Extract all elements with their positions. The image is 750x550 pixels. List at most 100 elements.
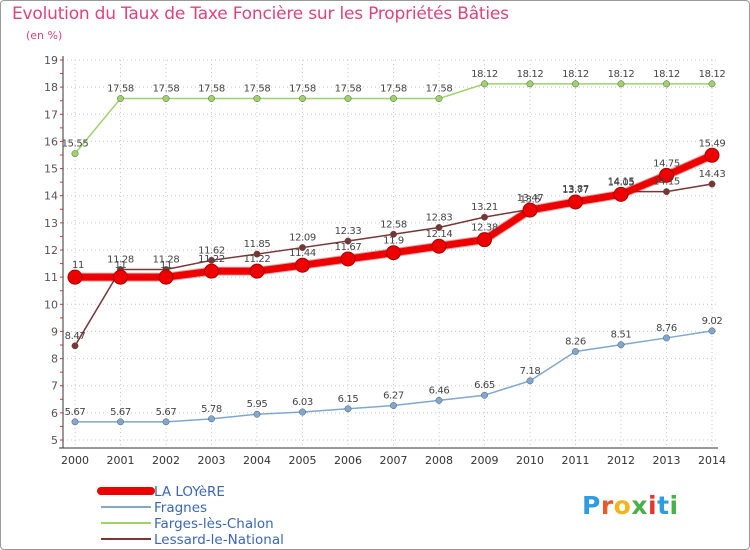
x-tick-label: 2013 [653, 454, 681, 467]
x-tick-label: 2009 [471, 454, 499, 467]
data-label: 14.75 [653, 158, 680, 169]
data-point [386, 245, 401, 261]
data-point [299, 244, 306, 252]
data-label: 18.12 [653, 69, 680, 80]
data-point [663, 334, 670, 342]
logo-letter: t [657, 491, 670, 520]
data-point [204, 263, 219, 279]
x-tick-label: 2014 [698, 454, 726, 467]
data-point [162, 418, 170, 426]
x-tick-label: 2000 [61, 454, 89, 467]
data-label: 11 [160, 260, 172, 271]
data-label: 11.9 [383, 236, 404, 247]
logo-letter: P [582, 491, 601, 520]
data-point [522, 202, 538, 218]
legend-label: Fragnes [154, 500, 207, 516]
data-label: 12.58 [380, 219, 407, 230]
chart-unit-label: (en %) [26, 29, 63, 42]
data-point [708, 180, 716, 188]
y-tick-label: 9 [51, 325, 58, 338]
x-tick-label: 2007 [380, 454, 408, 467]
data-label: 11 [115, 260, 127, 271]
data-label: 18.12 [517, 69, 544, 80]
data-label: 17.58 [198, 84, 225, 95]
data-label: 13.47 [517, 193, 544, 204]
data-label: 11.22 [198, 254, 225, 265]
legend-label: Lessard-le-National [154, 532, 284, 548]
data-label: 12.38 [471, 223, 498, 234]
data-point [663, 188, 670, 196]
data-point [568, 194, 583, 210]
logo-letter: o [613, 491, 632, 520]
data-point [158, 269, 174, 285]
data-point [572, 348, 579, 355]
data-point [390, 230, 397, 238]
data-label: 6.46 [429, 385, 450, 396]
data-point [481, 213, 488, 221]
data-point [526, 377, 534, 385]
data-label: 12.83 [426, 212, 453, 223]
data-point [340, 251, 356, 267]
data-label: 14.15 [608, 177, 635, 188]
data-point [71, 418, 79, 426]
x-tick-label: 2002 [152, 454, 180, 467]
data-point [390, 402, 397, 409]
data-label: 12.09 [289, 233, 316, 244]
data-point [659, 167, 674, 183]
data-label: 17.58 [380, 84, 407, 95]
data-label: 11.28 [153, 255, 180, 266]
data-point [390, 95, 397, 102]
data-label: 12.14 [426, 229, 453, 240]
x-tick-label: 2012 [607, 454, 635, 467]
data-point [435, 396, 443, 404]
data-point [431, 238, 447, 254]
data-label: 9.02 [702, 316, 723, 327]
data-point [71, 342, 79, 350]
data-point [617, 341, 625, 349]
data-label: 14.05 [608, 177, 635, 188]
data-label: 13.77 [562, 185, 589, 196]
data-label: 18.12 [471, 69, 498, 80]
y-tick-label: 11 [44, 271, 58, 284]
data-label: 5.95 [247, 399, 268, 410]
data-point [299, 408, 306, 416]
data-label: 18.12 [608, 69, 635, 80]
data-label: 6.65 [474, 380, 495, 391]
y-tick-label: 19 [44, 54, 58, 67]
data-label: 11.67 [335, 242, 362, 253]
data-point [117, 418, 124, 426]
data-label: 11.62 [198, 245, 225, 256]
y-tick-label: 13 [44, 217, 58, 230]
data-label: 12.33 [335, 226, 362, 237]
y-tick-label: 6 [51, 407, 58, 420]
data-point [295, 257, 310, 273]
data-point [253, 95, 261, 102]
data-label: 13.21 [471, 202, 498, 213]
data-point [208, 415, 215, 423]
data-point [67, 269, 83, 285]
data-label: 15.55 [62, 139, 89, 150]
x-tick-label: 2004 [243, 454, 271, 467]
data-point [344, 237, 352, 245]
data-point [481, 391, 488, 399]
logo-letter: x [631, 491, 648, 520]
x-tick-label: 2010 [516, 454, 544, 467]
data-label: 13.87 [562, 184, 589, 195]
data-label: 6.27 [383, 391, 404, 402]
data-point [208, 256, 215, 264]
data-label: 8.76 [656, 323, 677, 334]
x-tick-label: 2005 [289, 454, 317, 467]
proxiti-logo: Proxiti [582, 491, 679, 520]
y-tick-label: 18 [44, 81, 58, 94]
logo-letter: i [669, 491, 679, 520]
data-point [708, 80, 716, 88]
data-label: 17.58 [244, 84, 271, 95]
x-tick-label: 2011 [562, 454, 590, 467]
y-tick-label: 8 [51, 353, 58, 366]
data-label: 11.22 [244, 254, 271, 265]
data-point [344, 405, 352, 413]
data-label: 17.58 [426, 84, 453, 95]
data-label: 17.58 [289, 84, 316, 95]
y-tick-label: 17 [44, 108, 58, 121]
